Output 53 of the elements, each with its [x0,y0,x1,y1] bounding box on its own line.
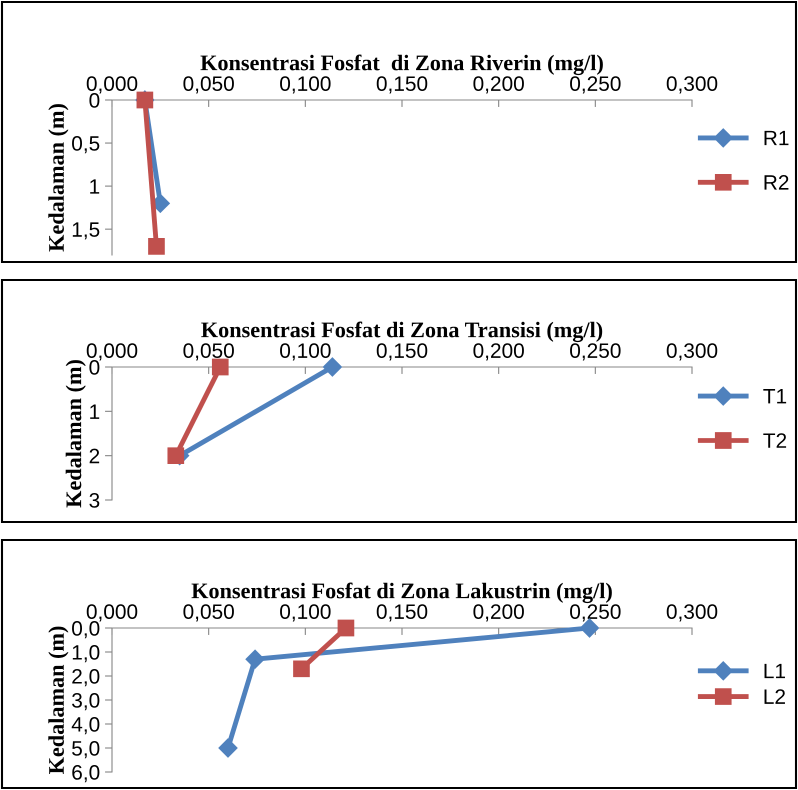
y-tick-label: 0 [89,93,100,108]
x-tick-label: 0,000 [86,343,138,360]
y-axis-title: Kedalaman (m) [48,104,68,252]
x-tick-label: 0,250 [570,76,621,94]
x-tick-label: 0,100 [280,76,331,94]
legend-label: R2 [764,175,788,190]
legend-label: L2 [764,689,785,704]
x-tick-label: 0,250 [570,604,621,622]
y-tick-label: 4,0 [72,717,100,734]
x-tick-label: 0,100 [280,343,331,360]
x-tick-label: 0,100 [280,604,331,622]
x-tick-label: 0,050 [183,343,234,360]
x-tick-label: 0,150 [376,604,428,622]
legend-label: L1 [764,664,785,678]
x-tick-label: 0,250 [570,343,621,360]
legend-label: T2 [763,433,786,448]
x-axis-title: Konsentrasi Fosfat di Zona Riverin (mg/l) [200,54,603,76]
y-tick-label: 1 [90,179,100,194]
y-axis-title: Kedalaman (m) [48,626,68,774]
y-tick-label: 6,0 [72,765,100,782]
legend-label: T1 [763,389,786,404]
legend-label: R1 [764,130,788,146]
x-tick-label: 0,200 [473,604,524,622]
x-tick-label: 0,200 [473,343,524,360]
x-tick-label: 0,000 [86,76,138,94]
y-axis-title: Kedalaman (m) [66,360,86,508]
x-axis-title: Konsentrasi Fosfat di Zona Transisi (mg/l) [201,322,602,342]
x-tick-label: 0,150 [376,76,428,94]
y-tick-label: 0 [89,360,100,375]
x-tick-label: 0,000 [86,604,138,622]
point [246,650,265,669]
y-tick-label: 1,5 [72,222,100,240]
x-tick-label: 0,050 [183,604,234,622]
y-tick-label: 3,0 [72,693,100,710]
y-tick-label: 1 [90,404,100,419]
x-tick-label: 0,050 [183,76,234,94]
y-tick-label: 0,0 [72,621,100,638]
point [338,620,354,636]
x-axis-title: Konsentrasi Fosfat di Zona Lakustrin (mg/l) [192,582,612,604]
y-tick-label: 5,0 [72,741,100,758]
point [293,660,310,678]
x-tick-label: 0,300 [666,604,718,622]
y-tick-label: 2 [90,448,100,464]
x-tick-label: 0,300 [666,76,718,94]
point [218,738,238,758]
y-tick-label: 1,0 [72,645,100,662]
y-tick-label: 3 [89,493,100,508]
y-tick-label: 0,5 [72,136,100,154]
x-tick-label: 0,300 [666,343,718,360]
x-tick-label: 0,150 [376,343,428,360]
x-tick-label: 0,200 [473,76,524,94]
y-tick-label: 2,0 [72,669,100,686]
point [148,238,165,255]
